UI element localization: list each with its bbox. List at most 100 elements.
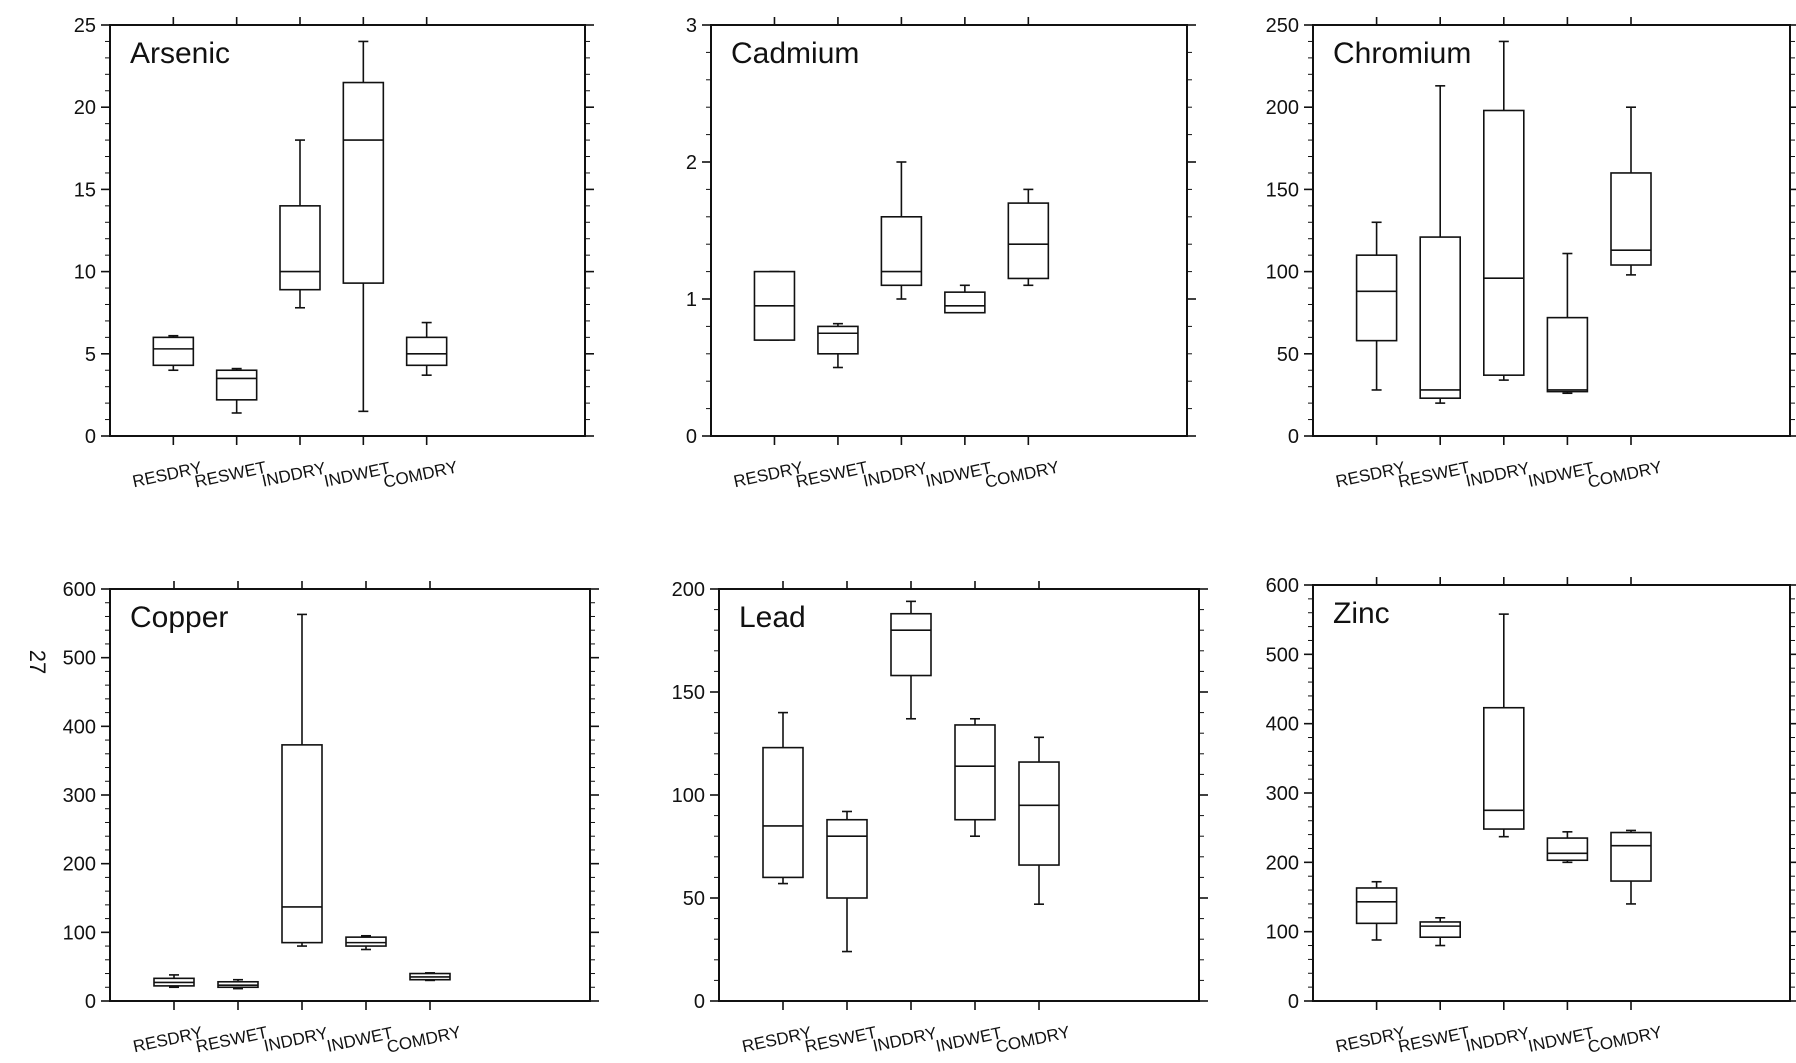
box-indwet	[1546, 831, 1589, 864]
box-inddry	[880, 161, 923, 300]
ytick-label: 50	[683, 888, 705, 910]
ytick-label: 200	[63, 854, 96, 876]
ytick-label: 100	[63, 922, 96, 944]
category-label: COMDRY	[1586, 458, 1664, 492]
box-iqr	[1546, 837, 1589, 862]
panel-title: Chromium	[1333, 37, 1471, 70]
ytick-label: 3	[686, 15, 697, 37]
ytick-label: 0	[85, 991, 96, 1013]
category-label: INDWET	[934, 1023, 1004, 1056]
chart-panel-copper: 0100200300400500600CopperRESDRYRESWETIND…	[63, 579, 599, 1057]
box-iqr	[1546, 316, 1589, 393]
ytick-label: 150	[672, 682, 705, 704]
box-iqr	[1018, 761, 1060, 866]
ytick-label: 20	[74, 97, 96, 119]
panel-title: Arsenic	[130, 37, 230, 70]
box-iqr	[1419, 236, 1461, 399]
box-resdry	[753, 270, 796, 341]
category-label: INDDRY	[1464, 1024, 1531, 1056]
ytick-label: 150	[1266, 179, 1299, 201]
box-comdry	[409, 972, 451, 982]
box-iqr	[1355, 254, 1398, 342]
box-resdry	[1355, 880, 1398, 941]
ytick-label: 10	[74, 262, 96, 284]
box-inddry	[279, 139, 321, 309]
ytick-label: 0	[1288, 426, 1299, 448]
category-label: INDDRY	[262, 1024, 329, 1056]
category-label: COMDRY	[983, 458, 1061, 492]
category-label: RESWET	[193, 458, 268, 492]
category-label: COMDRY	[382, 458, 460, 492]
box-iqr	[1610, 172, 1652, 266]
chart-panel-chromium: 050100150200250ChromiumRESDRYRESWETINDDR…	[1266, 15, 1796, 492]
box-iqr	[817, 325, 859, 355]
category-label: RESWET	[803, 1023, 878, 1057]
box-iqr	[1483, 109, 1525, 376]
ytick-label: 500	[63, 648, 96, 670]
ytick-label: 200	[1266, 852, 1299, 874]
box-indwet	[342, 40, 385, 413]
ytick-label: 300	[1266, 783, 1299, 805]
ytick-label: 0	[85, 426, 96, 448]
box-iqr	[342, 81, 385, 284]
box-reswet	[826, 810, 868, 953]
ytick-label: 250	[1266, 15, 1299, 37]
chart-panel-cadmium: 0123CadmiumRESDRYRESWETINDDRYINDWETCOMDR…	[686, 15, 1196, 492]
panel-title: Copper	[130, 601, 228, 634]
box-iqr	[826, 818, 868, 899]
panel-title: Zinc	[1333, 597, 1390, 630]
plot-frame	[1312, 24, 1791, 437]
box-iqr	[281, 744, 323, 944]
box-comdry	[1007, 188, 1050, 287]
box-iqr	[279, 205, 321, 291]
chart-panel-zinc: 0100200300400500600ZincRESDRYRESWETINDDR…	[1266, 575, 1796, 1057]
box-comdry	[405, 321, 448, 376]
box-inddry	[1483, 40, 1525, 381]
panel-title: Cadmium	[731, 37, 859, 70]
ytick-label: 1	[686, 289, 697, 311]
box-comdry	[1018, 736, 1060, 905]
category-label: INDWET	[325, 1023, 395, 1056]
panel-title: Lead	[739, 601, 806, 634]
box-iqr	[890, 612, 932, 677]
plot-frame	[710, 24, 1188, 437]
ytick-label: 2	[686, 152, 697, 174]
ytick-label: 300	[63, 785, 96, 807]
category-label: RESWET	[794, 458, 869, 492]
ytick-label: 5	[85, 344, 96, 366]
box-reswet	[215, 367, 258, 414]
box-inddry	[1483, 613, 1525, 838]
ytick-label: 600	[63, 579, 96, 601]
category-label: RESDRY	[740, 1023, 813, 1056]
box-iqr	[1355, 887, 1398, 925]
box-reswet	[1419, 916, 1461, 947]
box-resdry	[762, 711, 804, 885]
plot-frame	[1312, 584, 1791, 1002]
box-iqr	[1007, 202, 1050, 280]
box-iqr	[1419, 921, 1461, 939]
category-label: INDDRY	[1464, 459, 1531, 491]
box-iqr	[1610, 831, 1652, 882]
page-number: 27	[25, 650, 50, 674]
ytick-label: 600	[1266, 575, 1299, 597]
box-indwet	[1546, 252, 1589, 395]
ytick-label: 100	[672, 785, 705, 807]
ytick-label: 0	[686, 426, 697, 448]
box-inddry	[281, 613, 323, 947]
chart-panels: 0510152025ArsenicRESDRYRESWETINDDRYINDWE…	[63, 15, 1796, 1057]
ytick-label: 0	[1288, 991, 1299, 1013]
box-iqr	[215, 369, 258, 401]
box-indwet	[944, 284, 986, 314]
ytick-label: 25	[74, 15, 96, 37]
category-label: COMDRY	[385, 1023, 463, 1057]
category-label: INDDRY	[871, 1024, 938, 1056]
box-iqr	[152, 336, 195, 367]
box-indwet	[345, 934, 387, 951]
ytick-label: 400	[63, 716, 96, 738]
box-resdry	[153, 974, 195, 989]
category-label: RESWET	[194, 1023, 269, 1057]
ytick-label: 400	[1266, 714, 1299, 736]
box-iqr	[762, 746, 804, 879]
box-iqr	[345, 936, 387, 947]
